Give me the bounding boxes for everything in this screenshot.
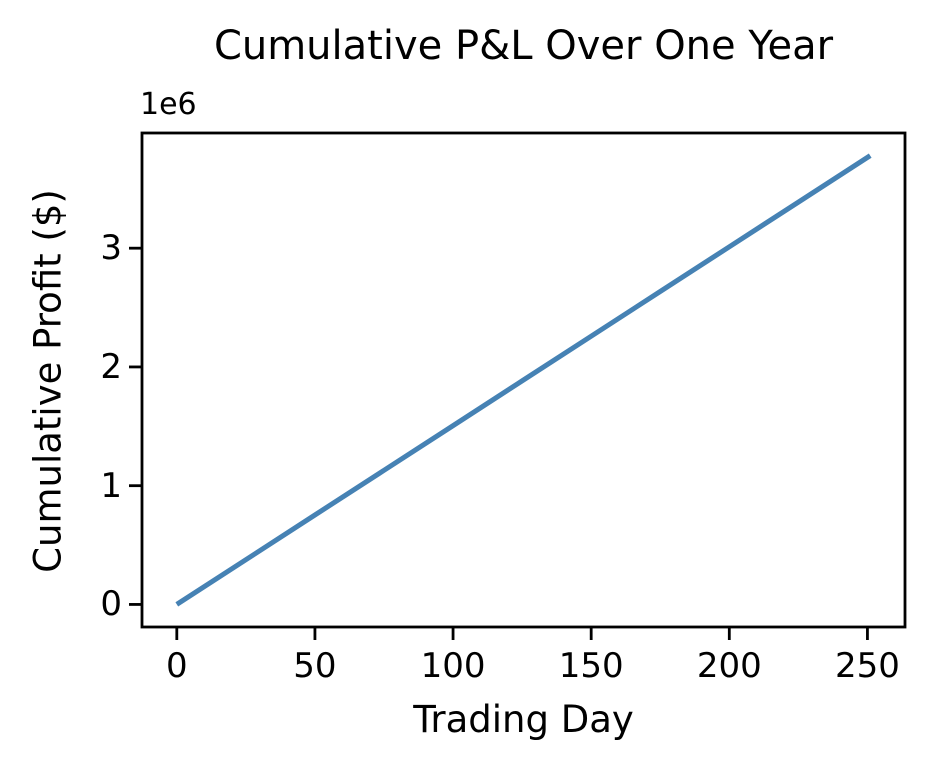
x-tick-label: 0 — [165, 646, 188, 686]
x-axis-label: Trading Day — [413, 698, 634, 741]
y-tick-label: 2 — [100, 346, 122, 387]
axes-spines — [140, 131, 907, 629]
chart-title: Cumulative P&L Over One Year — [213, 23, 834, 69]
x-tick-label: 100 — [420, 646, 486, 686]
y-tick-label: 0 — [100, 584, 122, 625]
y-tick-label: 3 — [100, 228, 122, 269]
cumulative-pl-line — [175, 153, 872, 607]
x-tick-label: 250 — [834, 646, 900, 686]
x-tick-label: 50 — [293, 646, 337, 686]
y-axis-offset-text: 1e6 — [140, 87, 197, 122]
x-tick-label: 150 — [558, 646, 624, 686]
y-tick-label: 1 — [100, 465, 122, 506]
x-tick-label: 200 — [696, 646, 762, 686]
